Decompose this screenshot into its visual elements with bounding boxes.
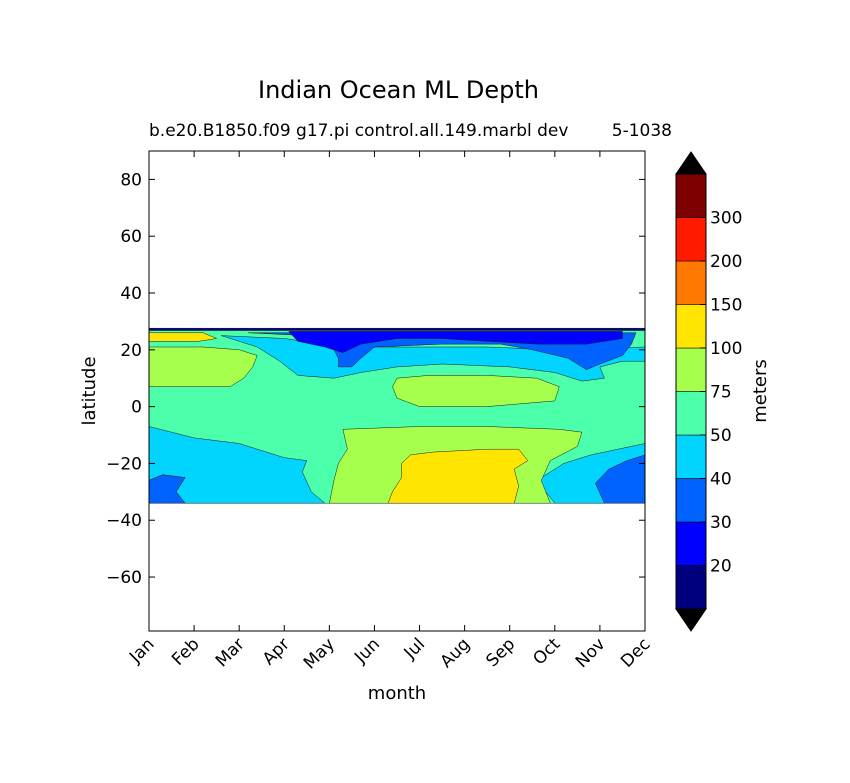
contour-region (595, 454, 645, 504)
colorbar-segment (675, 260, 707, 305)
colorbar-extend-under (675, 608, 707, 632)
colorbar-segment (675, 347, 707, 392)
colorbar-segment (675, 391, 707, 436)
colorbar-tick-label: 30 (710, 513, 732, 533)
colorbar-extend-over (675, 151, 707, 175)
x-tick-label: Dec (617, 634, 654, 671)
y-tick-label: 40 (120, 284, 142, 304)
colorbar-tick-label: 200 (710, 252, 742, 272)
colorbar-label: meters (750, 359, 771, 423)
colorbar-segment (675, 565, 707, 610)
contour-region (288, 331, 623, 353)
x-tick-label: Mar (212, 634, 249, 671)
y-tick-label: 20 (120, 341, 142, 361)
colorbar-tick-label: 20 (710, 557, 732, 577)
x-tick-label: Oct (529, 634, 564, 669)
colorbar-segment (675, 304, 707, 349)
y-tick-label: −60 (106, 568, 142, 588)
contour-region (392, 375, 560, 407)
x-tick-label: Apr (259, 634, 294, 669)
contour-region (387, 448, 529, 504)
colorbar-segment (675, 173, 707, 218)
colorbar-tick-label: 300 (710, 209, 742, 229)
chart-subtitle-right: 5-1038 (611, 121, 672, 141)
y-axis-label: latitude (79, 356, 100, 425)
colorbar-segment (675, 478, 707, 523)
x-axis-label: month (368, 683, 426, 704)
contour-region (149, 327, 645, 331)
x-tick-label: Jan (125, 634, 158, 667)
x-tick-label: Feb (168, 634, 203, 669)
x-tick-label: Jun (350, 634, 384, 668)
chart-subtitle-left: b.e20.B1850.f09 g17.pi control.all.149.m… (149, 121, 569, 141)
contour-field (149, 327, 645, 504)
colorbar-tick-label: 75 (710, 383, 732, 403)
plot-frame (148, 150, 646, 632)
colorbar: 20 30 40 50 75 100 150 200 300 (675, 151, 742, 632)
y-tick-label: 60 (120, 227, 142, 247)
colorbar-tick-label: 50 (710, 426, 732, 446)
colorbar-segment (675, 521, 707, 566)
colorbar-tick-label: 150 (710, 296, 742, 316)
y-tick-label: −20 (106, 454, 142, 474)
x-tick-label: Jul (400, 634, 429, 663)
chart-title: Indian Ocean ML Depth (258, 76, 539, 104)
contour-region (149, 346, 258, 387)
contour-region (149, 332, 217, 342)
y-tick-label: −40 (106, 511, 142, 531)
x-tick-label: Sep (482, 634, 519, 671)
colorbar-segment (675, 434, 707, 479)
colorbar-tick-label: 100 (710, 339, 742, 359)
colorbar-tick-label: 40 (710, 470, 732, 490)
x-tick-label: Aug (437, 634, 475, 672)
x-tick-label: May (300, 634, 339, 673)
y-tick-label: 0 (131, 398, 142, 418)
colorbar-segment (675, 217, 707, 262)
y-tick-label: 80 (120, 170, 142, 190)
x-tick-label: Nov (572, 634, 610, 672)
contour-region (149, 474, 186, 504)
